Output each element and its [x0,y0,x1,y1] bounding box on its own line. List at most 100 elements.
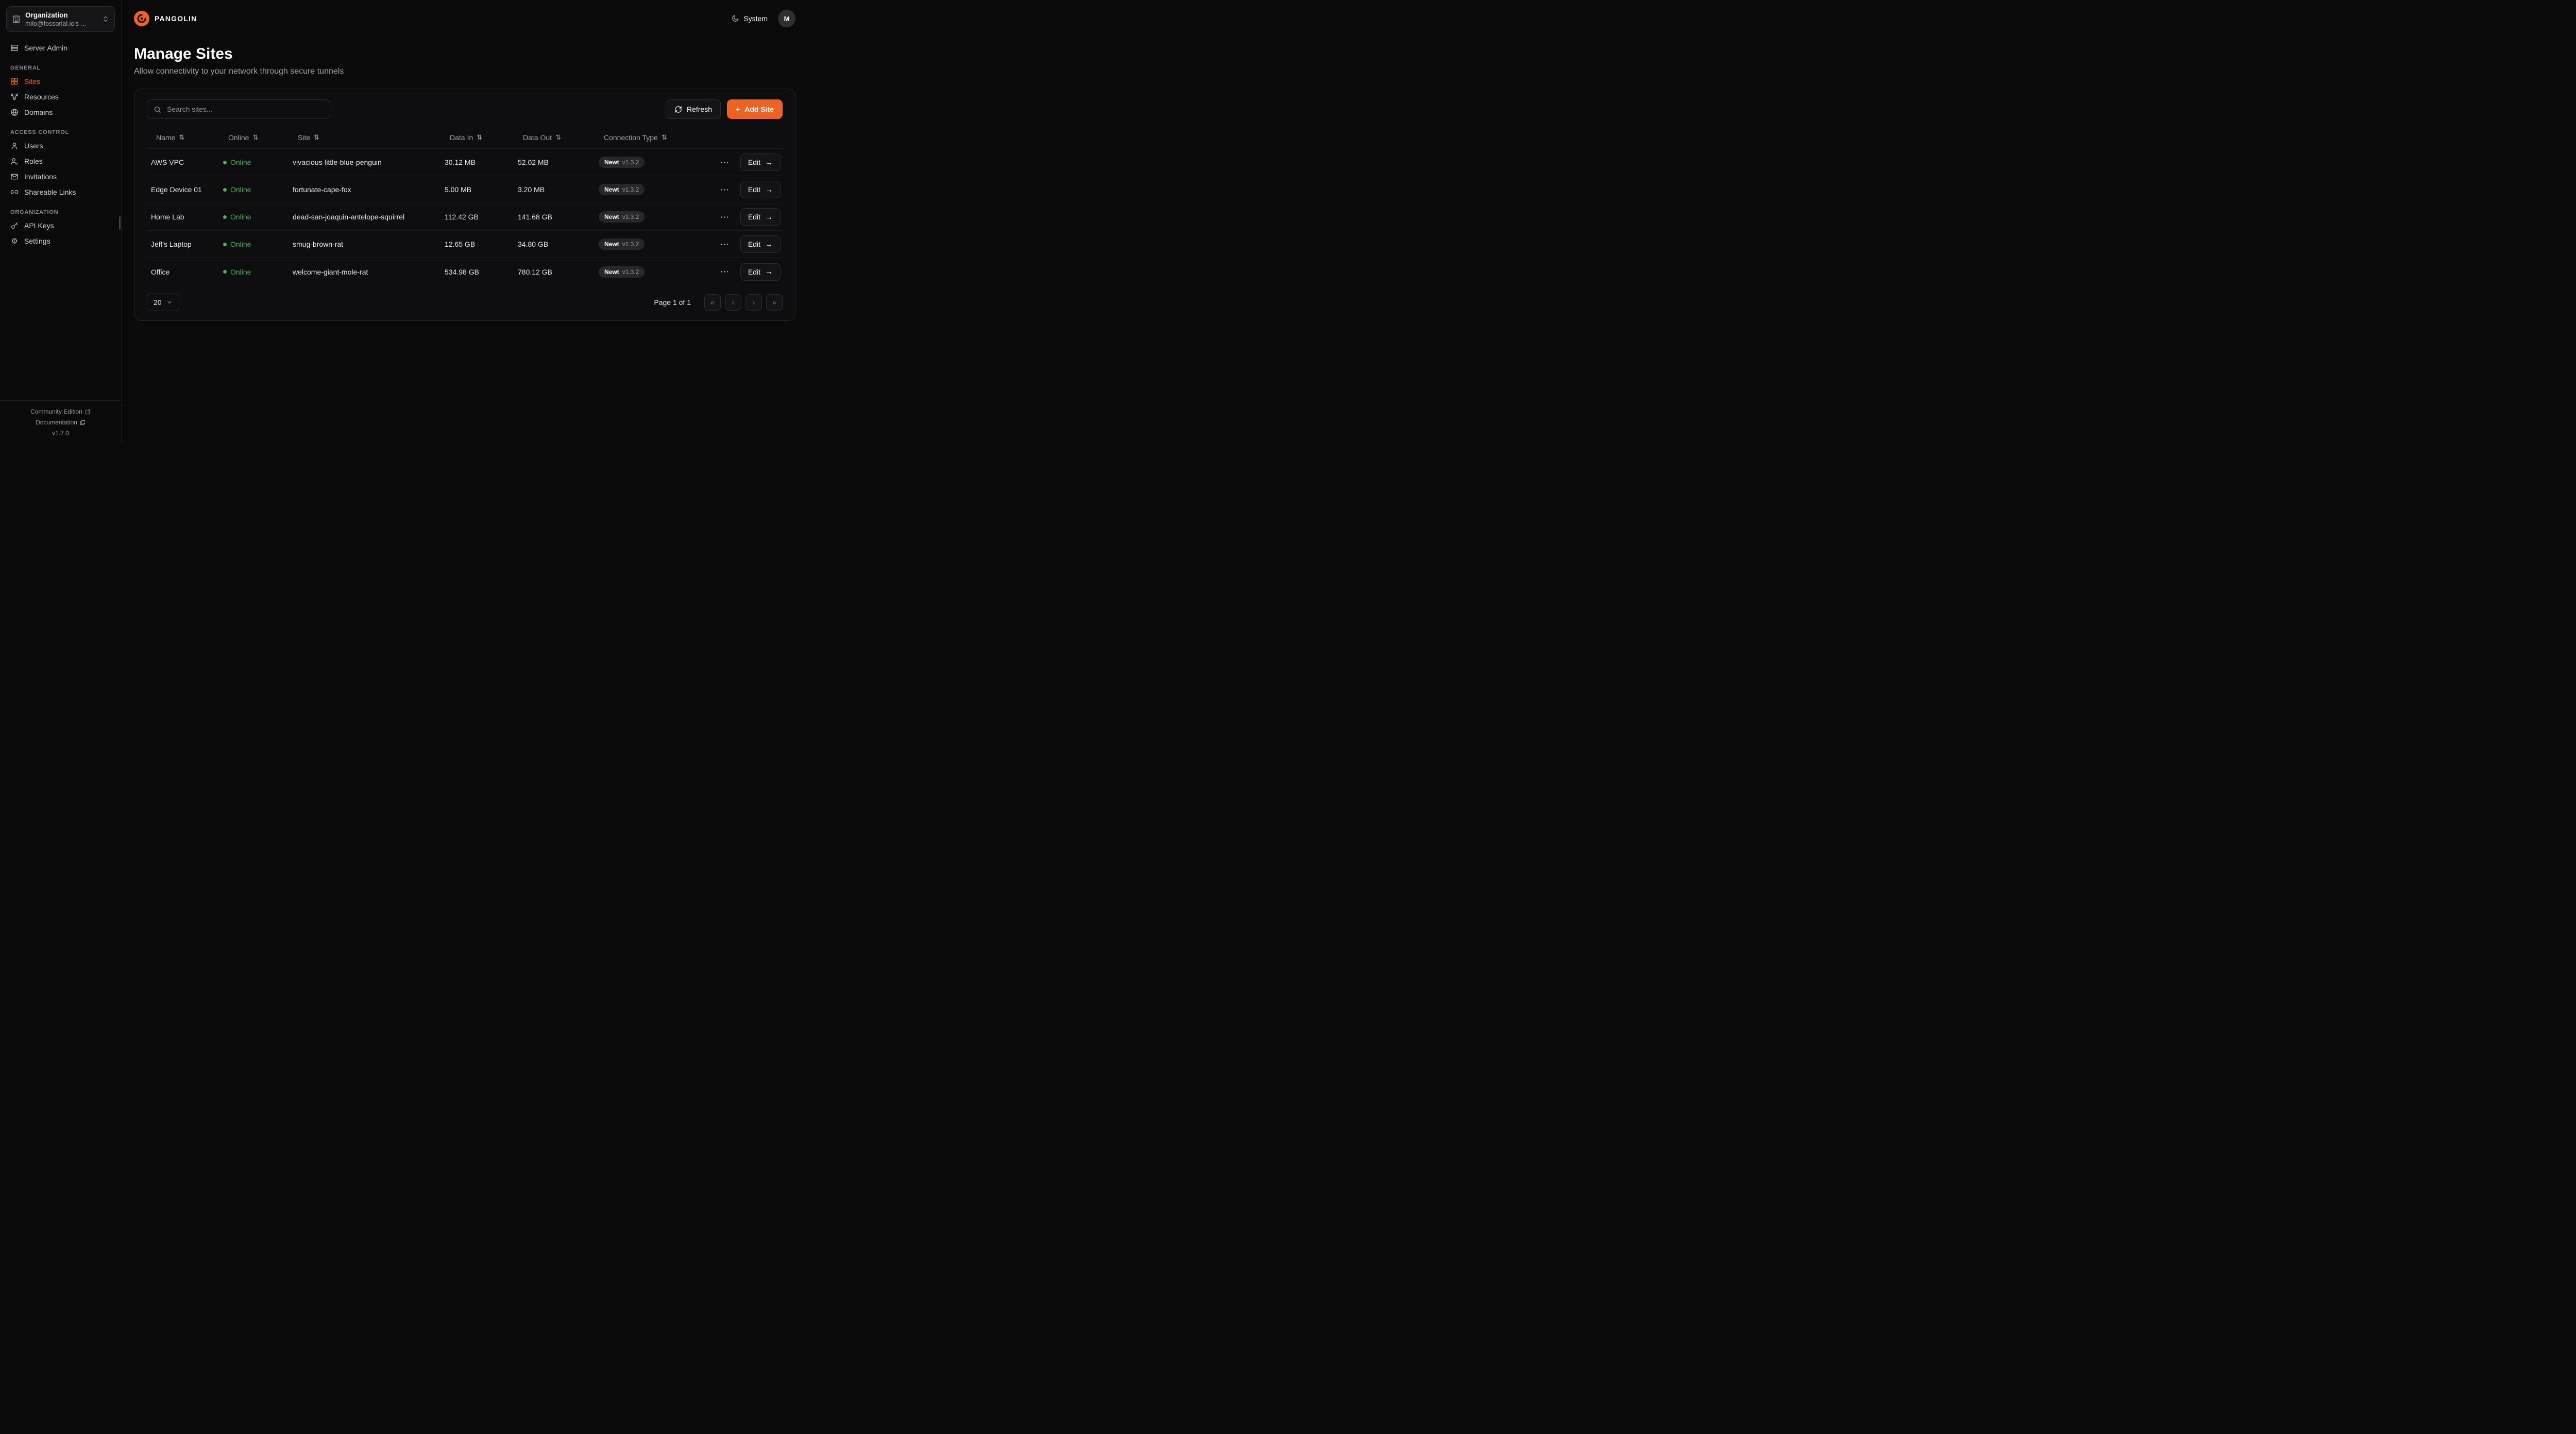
online-status-dot [223,242,227,246]
refresh-label: Refresh [687,105,713,113]
sidebar-item-shareable-links[interactable]: Shareable Links [6,184,115,200]
add-site-label: Add Site [744,105,774,113]
cell-site: fortunate-cape-fox [293,185,351,194]
sidebar-footer: Community Edition Documentation v1.7.0 [0,400,121,443]
org-selector[interactable]: Organization milo@fossorial.io's ... [6,6,115,32]
connection-type-badge: Newt v1.3.2 [599,184,645,195]
sidebar-item-label: Resources [24,93,59,101]
key-icon [10,221,19,230]
page-head: Manage Sites Allow connectivity to your … [134,45,795,76]
row-menu-button[interactable]: ⋯ [717,212,732,223]
table-row: AWS VPC Online vivacious-little-blue-pen… [147,149,783,176]
cell-connection-type: Newt v1.3.2 [595,211,716,223]
row-menu-button[interactable]: ⋯ [717,184,732,195]
documentation-label: Documentation [36,419,77,426]
sidebar-item-resources[interactable]: Resources [6,89,115,105]
online-status-label: Online [230,240,251,248]
sort-icon: ⇅ [252,133,259,141]
page-size-select[interactable]: 20 [147,294,179,311]
user-check-icon [10,157,19,165]
sidebar-item-sites[interactable]: Sites [6,74,115,89]
online-status-label: Online [230,158,251,166]
link-icon [10,188,19,196]
sort-icon: ⇅ [477,133,483,141]
online-status-dot [223,215,227,219]
search-box [147,99,330,119]
column-header-name[interactable]: Name ⇅ [147,133,219,142]
first-page-button[interactable]: « [704,294,721,311]
online-status-label: Online [230,185,251,194]
online-status-dot [223,187,227,192]
sidebar-scrollbar-thumb[interactable] [119,216,121,230]
row-menu-button[interactable]: ⋯ [717,239,732,250]
sidebar-item-label: Invitations [24,173,57,181]
connection-name: Newt [604,268,619,276]
table-row: Home Lab Online dead-san-joaquin-antelop… [147,203,783,231]
table-header: Name ⇅ Online ⇅ Site ⇅ Data In ⇅ [147,126,783,149]
column-header-online[interactable]: Online ⇅ [219,133,289,142]
connection-type-badge: Newt v1.3.2 [599,266,645,278]
cell-online: Online [219,240,289,248]
plus-icon: + [736,105,740,113]
cell-data-out: 780.12 GB [518,267,552,276]
edit-label: Edit [748,267,760,276]
cell-data-out: 34.80 GB [518,240,549,248]
section-heading-access-control: ACCESS CONTROL [10,129,70,136]
edit-button[interactable]: Edit → [740,208,781,226]
connection-name: Newt [604,241,619,248]
cell-actions: ⋯ Edit → [716,153,783,171]
next-page-button[interactable]: › [745,294,762,311]
column-label: Name [156,133,176,142]
arrow-right-icon: → [765,185,773,194]
cell-data-in: 30.12 MB [445,158,476,166]
column-header-data-out[interactable]: Data Out ⇅ [514,133,595,142]
cell-name: Home Lab [151,213,184,221]
topbar-right: System M [731,10,795,27]
connection-name: Newt [604,213,619,220]
search-input[interactable] [166,105,324,114]
edit-button[interactable]: Edit → [740,263,781,281]
cell-online: Online [219,158,289,166]
column-header-connection-type[interactable]: Connection Type ⇅ [595,133,716,142]
add-site-button[interactable]: + Add Site [727,99,783,119]
documentation-link[interactable]: Documentation [36,419,86,426]
edit-button[interactable]: Edit → [740,181,781,198]
avatar[interactable]: M [778,10,795,27]
edit-label: Edit [748,158,760,166]
sidebar-item-server-admin[interactable]: Server Admin [6,40,115,56]
toolbar-actions: Refresh + Add Site [666,99,783,119]
sort-icon: ⇅ [555,133,561,141]
search-icon [154,106,161,113]
previous-page-button[interactable]: ‹ [725,294,741,311]
theme-selector[interactable]: System [731,14,768,23]
sort-icon: ⇅ [179,133,185,141]
community-edition-link[interactable]: Community Edition [30,408,91,415]
column-label: Online [228,133,249,142]
cell-name: AWS VPC [151,158,184,166]
column-header-site[interactable]: Site ⇅ [289,133,440,142]
edit-button[interactable]: Edit → [740,235,781,253]
last-page-button[interactable]: » [766,294,783,311]
sidebar-item-domains[interactable]: Domains [6,105,115,120]
sidebar-item-api-keys[interactable]: API Keys [6,218,115,233]
topbar: PANGOLIN System M [134,0,795,37]
sidebar-item-users[interactable]: Users [6,138,115,153]
sort-icon: ⇅ [314,133,320,141]
edit-button[interactable]: Edit → [740,153,781,171]
sidebar-item-roles[interactable]: Roles [6,153,115,169]
sidebar-nav: Server Admin GENERAL Sites Resources Do [6,40,115,249]
cell-data-out: 52.02 MB [518,158,549,166]
arrow-right-icon: → [765,212,773,221]
table-footer: 20 Page 1 of 1 « ‹ › » [147,294,783,311]
cell-online: Online [219,268,289,276]
refresh-button[interactable]: Refresh [666,99,721,119]
column-label: Site [298,133,311,142]
column-header-data-in[interactable]: Data In ⇅ [440,133,514,142]
connection-version: v1.3.2 [622,241,639,248]
row-menu-button[interactable]: ⋯ [717,266,732,277]
sidebar-item-settings[interactable]: ⚙ Settings [6,233,115,249]
sidebar-item-invitations[interactable]: Invitations [6,169,115,184]
row-menu-button[interactable]: ⋯ [717,157,732,168]
sidebar-item-label: Domains [24,108,53,117]
cell-data-out: 3.20 MB [518,185,545,194]
